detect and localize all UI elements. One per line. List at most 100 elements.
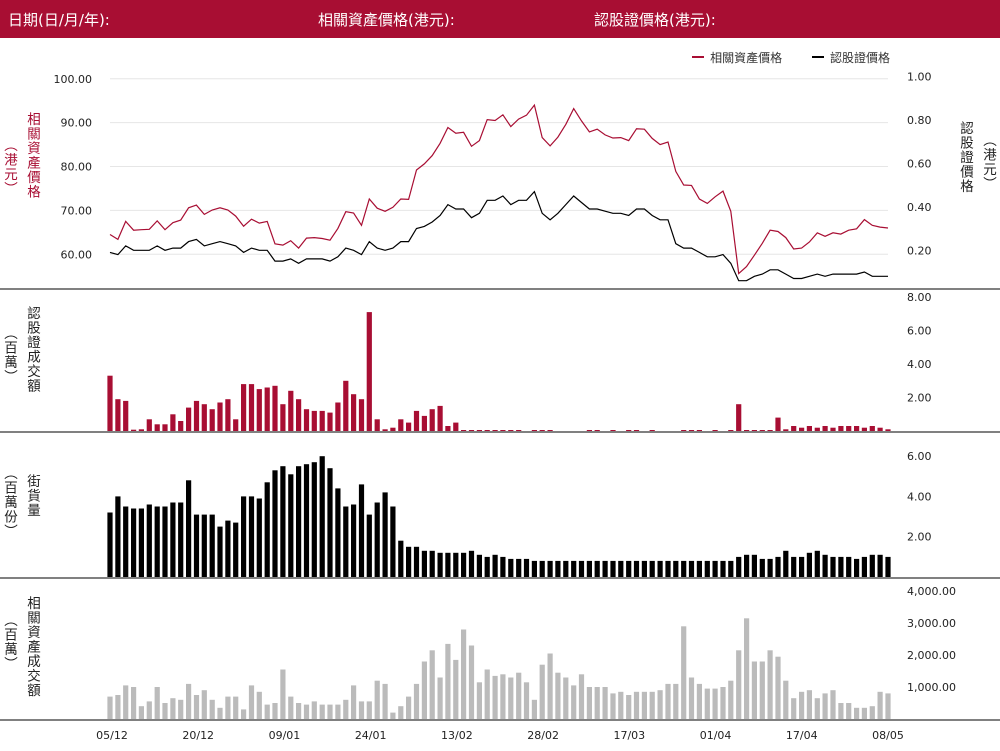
outstanding-bar <box>280 466 286 577</box>
right-axis-tick-label: 0.40 <box>907 201 932 214</box>
warrant-turnover-bar <box>272 385 278 431</box>
warrant-turnover-bar <box>799 427 805 431</box>
warrant-turnover-bar <box>861 427 867 431</box>
outstanding-bar <box>751 554 757 577</box>
underlying-turnover-bar <box>476 682 482 719</box>
underlying-turnover-bar <box>288 696 294 719</box>
outstanding-unit: （百萬份） <box>1 466 17 539</box>
underlying-turnover-bar <box>885 693 891 719</box>
legend-item-underlying[interactable]: 相關資產價格 <box>692 49 782 66</box>
outstanding-bar <box>413 546 420 577</box>
warrant-turnover-bar <box>775 417 781 431</box>
outstanding-bar <box>649 560 655 577</box>
underlying-turnover-bar <box>311 701 317 719</box>
outstanding-bar <box>241 496 247 577</box>
underlying-turnover-bar <box>162 703 168 719</box>
underlying-turnover-bar <box>358 701 365 719</box>
outstanding-bar <box>665 560 671 577</box>
underlying-price-line <box>109 103 889 275</box>
warrant-turnover-bar <box>382 429 388 431</box>
warrant-turnover-bar <box>461 430 467 431</box>
warrant-turnover-bar <box>209 409 215 431</box>
underlying-turnover-bar <box>186 683 192 719</box>
underlying-turnover-bar <box>767 650 773 719</box>
underlying-turnover-bar <box>877 691 883 719</box>
outstanding-bar <box>162 506 168 577</box>
underlying-turnover-bar <box>854 707 860 719</box>
outstanding-bar <box>343 506 349 577</box>
underlying-turnover-bar <box>390 712 396 719</box>
outstanding-bar <box>272 470 278 577</box>
warrant-turnover-bar <box>547 430 553 431</box>
underlying-turnover-bar <box>500 674 506 719</box>
legend-item-warrant[interactable]: 認股證價格 <box>811 49 890 66</box>
warrant-turnover-bar <box>586 430 592 431</box>
underlying-turnover-bar <box>437 677 443 719</box>
warrant-turnover-bar <box>437 405 443 431</box>
outstanding-bar <box>539 560 545 577</box>
underlying-turnover-bar <box>728 680 734 719</box>
underlying-turnover-bar <box>382 683 388 719</box>
outstanding-bar <box>296 466 302 577</box>
warrant-turnover-bar <box>508 430 514 431</box>
warrant-turnover-bar <box>822 426 828 431</box>
x-axis-tick-label: 28/02 <box>527 729 559 742</box>
warrant-turnover-bar <box>288 390 294 431</box>
underlying-turnover-bar <box>343 699 349 719</box>
underlying-turnover-bar <box>280 669 286 719</box>
outstanding-bar <box>327 468 333 577</box>
warrant-turnover-bar <box>594 430 600 431</box>
underlying-turnover-bar <box>641 691 647 719</box>
outstanding-bar <box>406 546 412 577</box>
underlying-turnover-bar <box>681 626 687 719</box>
outstanding-bar <box>547 560 553 577</box>
outstanding-bar <box>531 560 537 577</box>
underlying-turnover-bar <box>264 704 270 719</box>
outstanding-bar <box>641 560 647 577</box>
outstanding-bar <box>178 502 184 577</box>
underlying-turnover-bar <box>241 709 247 719</box>
outstanding-tick-label: 6.00 <box>907 450 932 463</box>
outstanding-bar <box>366 514 372 577</box>
underlying-turnover-bar <box>319 704 325 719</box>
outstanding-bar <box>799 556 805 577</box>
outstanding-bar <box>154 506 160 577</box>
x-axis-tick-label: 17/04 <box>786 729 818 742</box>
right-axis-tick-label: 0.20 <box>907 244 932 257</box>
underlying-turnover-bar <box>461 629 467 719</box>
x-axis-tick-label: 24/01 <box>355 729 387 742</box>
outstanding-bar <box>311 462 317 577</box>
left-axis-tick-label: 100.00 <box>54 73 93 86</box>
warrant-turnover-bar <box>736 404 742 431</box>
outstanding-bar <box>288 474 294 577</box>
warrant-turnover-bar <box>806 426 812 431</box>
warrant-turnover-bar <box>885 429 891 431</box>
x-axis-tick-label: 20/12 <box>182 729 214 742</box>
outstanding-bar <box>358 484 365 577</box>
outstanding-bar <box>822 554 828 577</box>
underlying-turnover-bar <box>170 698 176 719</box>
underlying-turnover-bar <box>594 687 600 719</box>
warrant-turnover-bar <box>351 394 357 431</box>
outstanding-bar <box>814 550 820 577</box>
underlying-turnover-bar <box>610 693 616 719</box>
outstanding-bar <box>736 556 742 577</box>
warrant-turnover-bar <box>688 430 695 431</box>
underlying-turnover-bar <box>799 691 805 719</box>
outstanding-bar <box>791 556 797 577</box>
warrant-turnover-bar <box>398 419 404 431</box>
underlying-turnover-bar <box>673 683 679 719</box>
warrant-turnover-bar <box>413 410 420 431</box>
warrant-turnover-bar <box>233 419 239 431</box>
warrant-turnover-bar <box>712 430 718 431</box>
underlying-turnover-bar <box>720 687 726 719</box>
underlying-turnover-bar <box>744 618 750 719</box>
x-axis-tick-label: 13/02 <box>441 729 473 742</box>
outstanding-bar <box>783 550 789 577</box>
right-axis-title-warrant: 認股證價格 <box>957 121 973 194</box>
underlying-turnover-bar <box>571 685 577 719</box>
outstanding-bar <box>170 502 176 577</box>
warrant-turnover-bar <box>201 404 207 431</box>
warrant-turnover-bar <box>791 426 797 431</box>
